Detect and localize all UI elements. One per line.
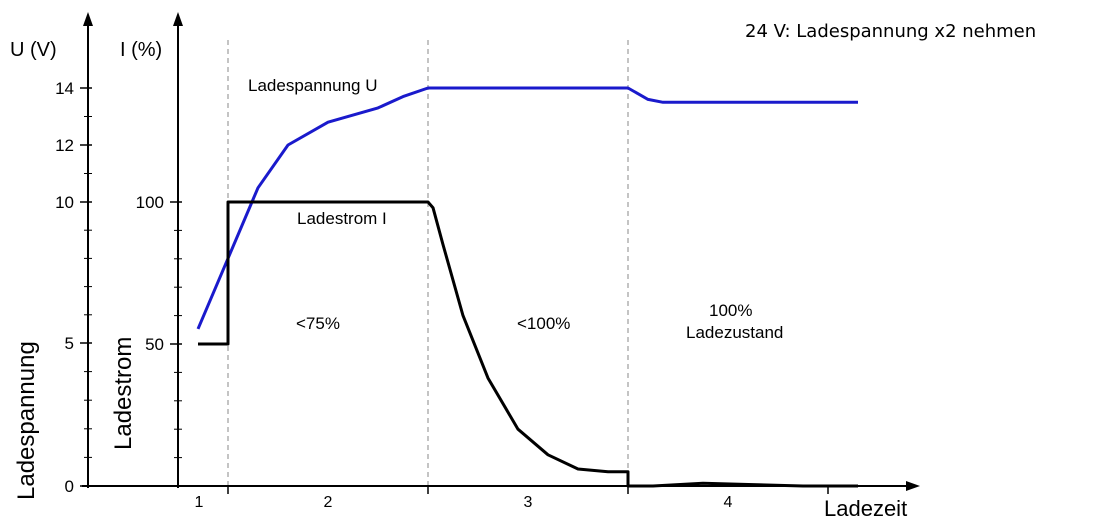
current-curve bbox=[198, 200, 858, 488]
phase-4-annotation-line2: Ladezustand bbox=[686, 323, 783, 342]
phase-label-2: 2 bbox=[324, 494, 333, 511]
phase-3-annotation: <100% bbox=[517, 314, 570, 333]
current-ticks: 50 100 bbox=[136, 193, 182, 459]
x-phase-ticks: 1 2 3 4 bbox=[195, 486, 829, 511]
series-label-voltage: Ladespannung U bbox=[248, 76, 378, 95]
y-right-unit-label: I (%) bbox=[120, 39, 162, 61]
voltage-tick-label-0: 0 bbox=[65, 477, 74, 496]
series-label-current: Ladestrom I bbox=[297, 209, 387, 228]
x-axis-arrow bbox=[906, 481, 920, 491]
phase-label-1: 1 bbox=[195, 494, 204, 511]
phase-2-annotation: <75% bbox=[296, 314, 340, 333]
y-left-title: Ladespannung bbox=[13, 341, 40, 500]
note-24v: 24 V: Ladespannung x2 nehmen bbox=[745, 21, 1036, 42]
y-axis-current-arrow bbox=[173, 12, 183, 26]
y-left-unit-label: U (V) bbox=[10, 39, 57, 61]
current-tick-label-100: 100 bbox=[136, 193, 164, 212]
voltage-tick-label-5: 5 bbox=[65, 334, 74, 353]
voltage-curve bbox=[196, 86, 858, 330]
series-layer bbox=[196, 86, 858, 488]
phase-divider-lines bbox=[227, 40, 629, 486]
phase-label-4: 4 bbox=[724, 494, 733, 511]
voltage-tick-label-14: 14 bbox=[55, 79, 74, 98]
y-axis-voltage-arrow bbox=[83, 12, 93, 26]
y-right-title: Ladestrom bbox=[110, 337, 137, 450]
x-axis-title: Ladezeit bbox=[824, 496, 907, 520]
current-tick-label-50: 50 bbox=[145, 335, 164, 354]
voltage-tick-label-10: 10 bbox=[55, 193, 74, 212]
phase-4-annotation-line1: 100% bbox=[709, 301, 752, 320]
voltage-tick-label-12: 12 bbox=[55, 136, 74, 155]
voltage-ticks: 0 5 10 12 14 bbox=[55, 79, 92, 496]
phase-label-3: 3 bbox=[524, 494, 533, 511]
